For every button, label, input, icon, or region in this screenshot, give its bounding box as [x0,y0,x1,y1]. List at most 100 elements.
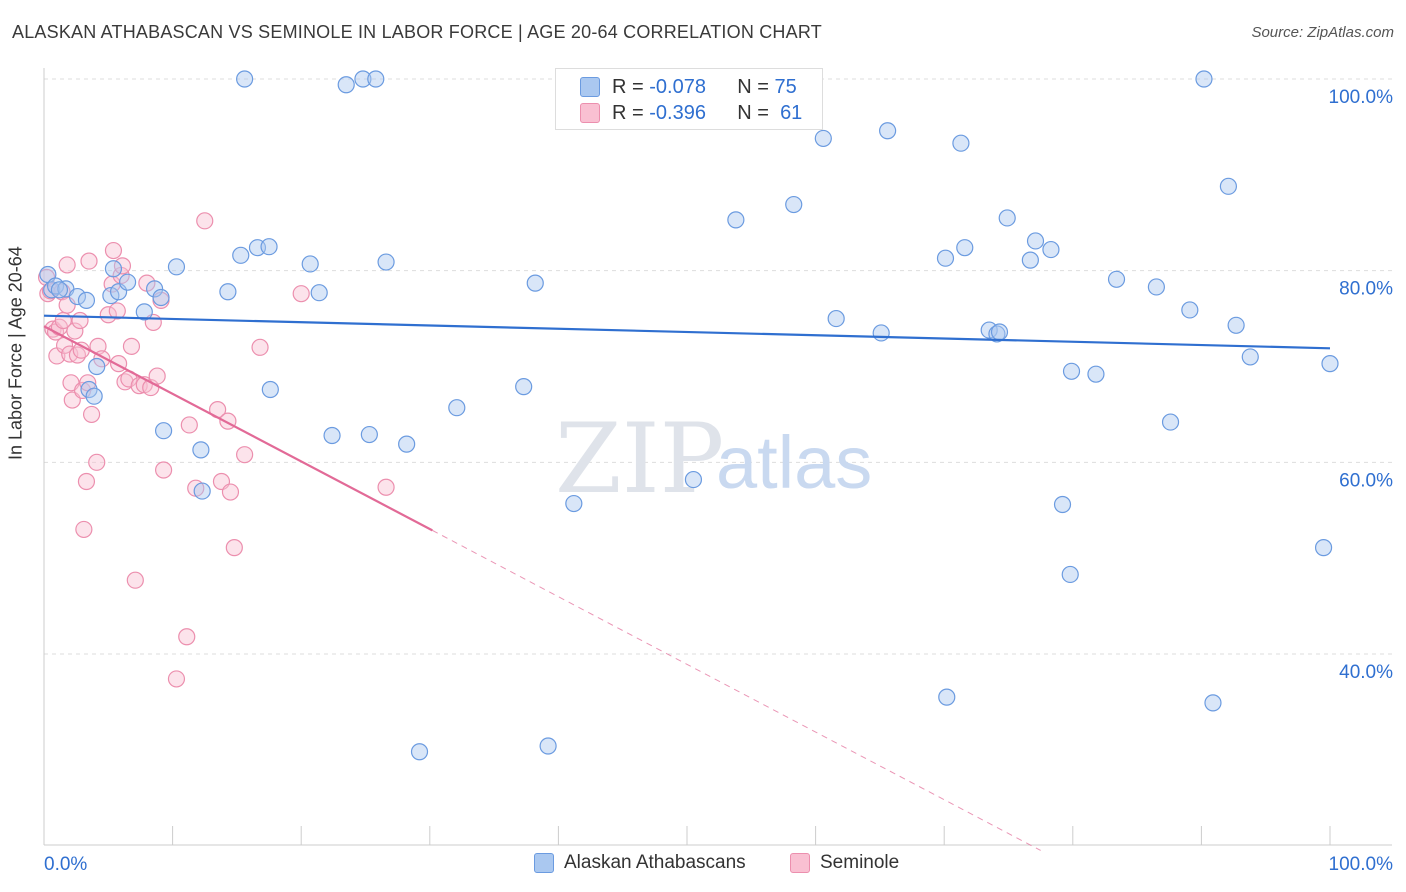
source-label: Source: ZipAtlas.com [1251,24,1394,41]
seminole-point [292,285,310,303]
axes [43,68,1392,846]
seminole-point [99,306,117,324]
athabascan-point [526,274,544,292]
athabascan-point [936,249,955,267]
athabascan-point [684,470,703,489]
y-tick-label: 100.0% [1329,87,1394,108]
seminole-point [82,405,101,424]
y-tick-label: 40.0% [1339,662,1393,683]
athabascan-point [727,211,745,229]
seminole-point [108,302,126,320]
athabascan-point [167,258,186,276]
bottom-legend-seminole: Seminole [790,852,899,874]
seminole-point [167,670,186,688]
legend-row-athabascan: R = -0.078 N = 75 [580,75,797,99]
athabascan-point [539,737,557,755]
athabascan-point [301,255,319,273]
athabascan-point [1062,362,1081,380]
athabascan-point [354,70,372,88]
x-tick-label-max: 100.0% [1329,854,1394,875]
athabascan-point [232,246,250,264]
correlation-legend: R = -0.078 N = 75 R = -0.396 N = 61 [555,68,823,130]
athabascan-point [152,288,170,307]
athabascan-point [814,129,832,148]
seminole-point [58,256,76,274]
watermark-zip: ZIP [555,403,724,515]
seminole-points [37,212,395,688]
athabascan-point [980,321,998,339]
athabascan-point [998,209,1016,227]
athabascan-point [192,441,210,459]
athabascan-point [135,303,153,321]
seminole-point [72,341,90,359]
athabascan-point [956,239,974,257]
bottom-legend-swatch-athabascan [534,853,554,873]
athabascan-point [410,743,429,761]
athabascan-point [1219,177,1238,195]
legend-swatch-seminole [580,103,600,123]
athabascan-point [88,357,106,376]
athabascan-trend-line [43,314,1331,350]
athabascan-point [1181,301,1199,319]
athabascan-point [193,482,211,500]
legend-n-value: 61 [780,101,803,124]
athabascan-point [1026,232,1045,250]
bottom-legend-athabascan: Alaskan Athabascans [534,852,746,874]
seminole-point [126,571,144,589]
seminole-point [178,628,196,646]
athabascan-point [1053,495,1072,514]
athabascan-point [154,422,173,440]
y-axis-label: In Labor Force | Age 20-64 [5,246,26,460]
athabascan-point [448,399,466,417]
athabascan-point [260,238,278,256]
athabascan-point [952,134,970,152]
y-tick-label: 60.0% [1339,470,1393,491]
athabascan-point [1314,539,1333,557]
athabascan-point [879,122,897,140]
athabascan-point [872,324,890,342]
athabascan-point [360,425,378,444]
athabascan-point [219,283,237,301]
seminole-point [236,446,254,464]
athabascan-point [104,260,123,278]
athabascan-point [1042,240,1060,259]
bottom-legend-label-athabascan: Alaskan Athabascans [564,852,746,873]
seminole-point [154,461,173,479]
legend-swatch-athabascan [580,77,600,97]
athabascan-point [77,291,96,309]
tick-labels: 40.0% 60.0% 80.0% 100.0% 0.0% 100.0% [44,87,1393,875]
athabascan-point [515,378,533,396]
athabascan-point [988,325,1006,343]
seminole-point [75,520,93,539]
athabascan-point [1061,565,1079,584]
seminole-point [377,478,395,496]
athabascan-point [68,287,87,306]
watermark: ZIP atlas [555,403,872,515]
x-tick-label-min: 0.0% [44,854,87,875]
athabascan-point [236,70,254,88]
athabascan-point [827,309,845,328]
legend-r-label: R = [612,101,644,124]
chart-title: ALASKAN ATHABASCAN VS SEMINOLE IN LABOR … [12,22,822,42]
legend-n-label: N = [737,101,769,124]
legend-r-value: -0.078 [649,75,706,98]
gridlines [44,78,1392,655]
athabascan-point [102,286,120,305]
seminole-point [80,252,98,270]
seminole-point [77,472,96,491]
trend-lines [43,314,1331,851]
athabascan-point [1241,348,1259,366]
legend-r-value: -0.396 [649,101,706,124]
seminole-trend-extension [432,529,1041,851]
athabascan-point [1021,251,1039,269]
seminole-point [196,212,214,230]
athabascan-point [323,426,341,445]
seminole-point [148,367,166,385]
watermark-atlas: atlas [716,421,872,504]
seminole-point [221,483,240,501]
legend-n-value: 75 [774,75,797,98]
seminole-point [71,311,89,330]
seminole-trend-line [43,325,433,532]
athabascan-point [367,70,385,88]
